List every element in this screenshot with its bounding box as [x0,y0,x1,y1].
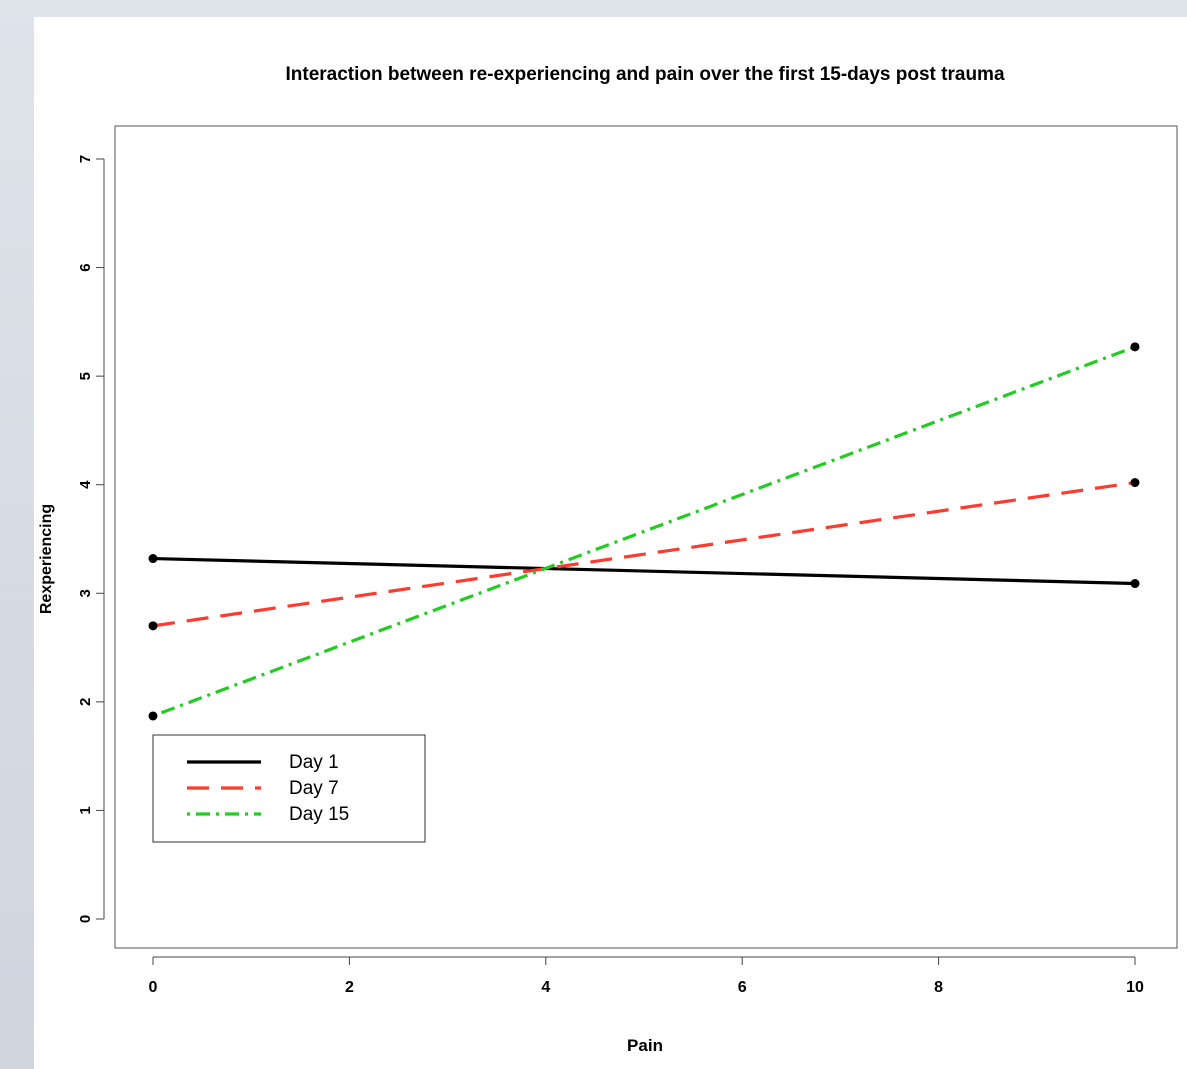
y-tick-label: 4 [77,480,94,489]
x-tick-label: 0 [149,979,158,996]
data-point [1130,478,1140,488]
data-point [148,621,158,631]
y-tick-label: 5 [77,372,94,380]
y-tick-label: 3 [77,589,94,597]
plot-frame [114,125,1178,949]
series-line-2 [152,480,1136,628]
data-point [1130,342,1140,352]
data-point [148,554,158,564]
x-tick-label: 2 [345,979,354,996]
y-tick-label: 0 [77,915,94,923]
x-tick-label: 6 [738,979,747,996]
legend-label-2: Day 7 [289,778,339,799]
chart-figure: Interaction between re-experiencing and … [34,17,1187,1069]
legend-label-3: Day 15 [289,804,349,825]
series-line-3 [152,345,1136,718]
x-tick-label: 4 [541,979,550,996]
y-axis-label: Rexperiencing [38,504,55,614]
y-tick-label: 7 [77,155,94,163]
line-chart: Interaction between re-experiencing and … [38,64,1178,1055]
x-axis: 0 2 4 6 8 10 [149,956,1144,996]
legend: Day 1 Day 7 Day 15 [152,734,426,843]
x-tick-label: 8 [934,979,943,996]
x-axis-label: Pain [627,1036,663,1055]
series-layer [148,342,1140,721]
y-tick-label: 6 [77,263,94,271]
y-axis: 0 1 2 3 4 5 6 7 [77,155,105,923]
x-tick-label: 10 [1126,979,1144,996]
series-line-1 [152,556,1136,586]
data-point [1130,579,1140,589]
y-tick-label: 2 [77,698,94,706]
chart-title: Interaction between re-experiencing and … [285,64,1004,85]
y-tick-label: 1 [77,806,94,814]
data-point [148,711,158,721]
legend-label-1: Day 1 [289,752,339,773]
